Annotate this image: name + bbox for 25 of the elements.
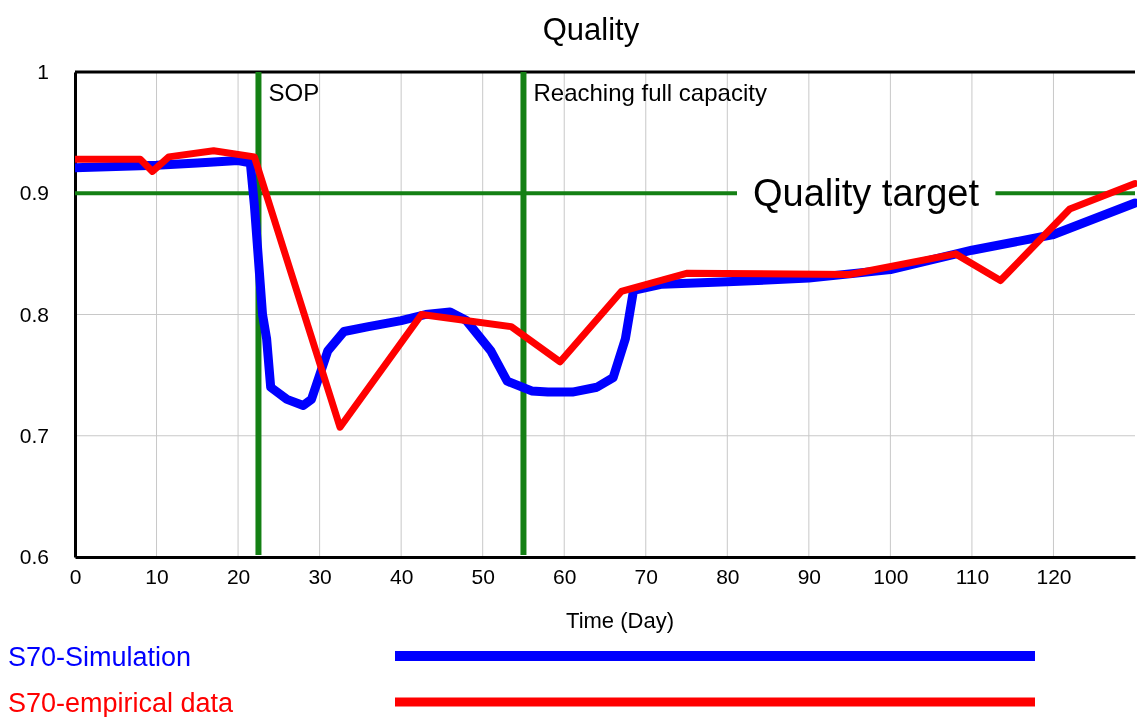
- x-tick-label: 80: [716, 564, 740, 588]
- y-tick-label: 1: [37, 60, 49, 84]
- x-tick-label: 30: [308, 564, 332, 588]
- y-tick-label: 0.9: [19, 181, 49, 205]
- x-tick-label: 70: [634, 564, 658, 588]
- x-tick-label: 120: [1036, 564, 1072, 588]
- x-tick-label: 10: [145, 564, 169, 588]
- x-tick-label: 40: [389, 564, 414, 588]
- ref-line-label: SOP: [268, 79, 320, 106]
- x-tick-label: 0: [69, 564, 82, 588]
- ref-line-label: Reaching full capacity: [533, 79, 767, 106]
- x-tick-label: 20: [226, 564, 251, 588]
- y-tick-label: 0.7: [19, 423, 49, 447]
- x-tick-label: 100: [873, 564, 909, 588]
- x-tick-label: 60: [553, 564, 577, 588]
- ref-line-label: Quality target: [753, 172, 980, 215]
- x-tick-label: 50: [471, 564, 495, 588]
- text: S70-empirical data: [8, 688, 235, 717]
- chart-title: Quality: [542, 12, 640, 47]
- text: S70-Simulation: [8, 642, 192, 672]
- x-tick-label: 90: [797, 564, 822, 588]
- y-tick-label: 0.6: [19, 545, 49, 569]
- x-tick-label: 110: [955, 564, 990, 588]
- y-tick-label: 0.8: [19, 302, 49, 326]
- x-axis-title: Time (Day): [566, 608, 674, 633]
